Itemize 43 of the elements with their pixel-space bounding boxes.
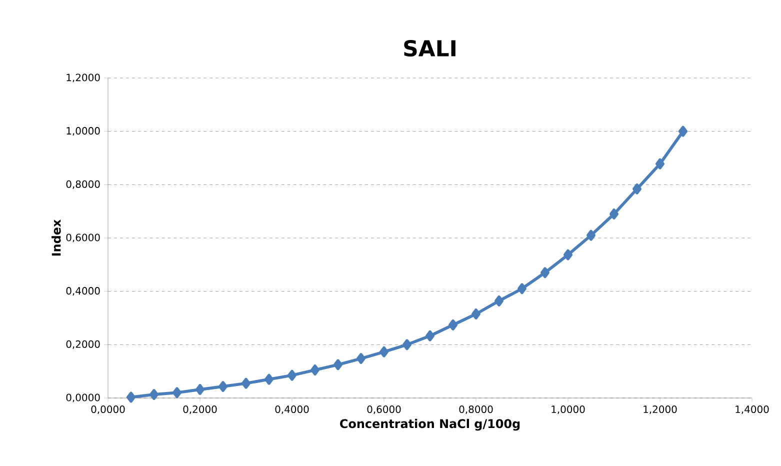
point xyxy=(356,353,366,364)
point xyxy=(540,267,550,278)
point xyxy=(172,387,182,398)
y-tick-label: 1,0000 xyxy=(66,127,100,136)
point xyxy=(334,359,342,370)
point xyxy=(586,230,596,241)
y-tick-label: 0,4000 xyxy=(66,287,100,296)
point xyxy=(518,283,526,294)
y-tick-label: 0,2000 xyxy=(66,340,100,349)
point xyxy=(196,384,204,395)
point xyxy=(264,374,274,385)
x-tick-label: 0,4000 xyxy=(275,405,309,414)
point xyxy=(656,158,664,170)
point xyxy=(288,370,296,381)
point xyxy=(678,126,688,137)
point xyxy=(310,364,320,376)
x-tick-label: 0,6000 xyxy=(367,405,401,414)
x-tick-label: 1,0000 xyxy=(552,405,585,414)
point xyxy=(472,308,480,320)
x-axis-title: Concentration NaCl g/100g xyxy=(340,418,520,431)
y-tick-label: 0,8000 xyxy=(66,180,100,189)
y-tick-label: 0,0000 xyxy=(66,394,100,402)
x-tick-label: 1,2000 xyxy=(644,405,677,414)
x-tick-label: 0,2000 xyxy=(183,405,217,414)
y-axis-title: Index xyxy=(52,220,61,256)
point xyxy=(150,389,158,400)
y-tick-label: 1,2000 xyxy=(66,74,100,82)
point xyxy=(448,319,458,330)
point xyxy=(564,249,572,260)
point xyxy=(632,183,642,194)
x-tick-label: 0,0000 xyxy=(91,405,125,414)
point xyxy=(610,208,618,220)
x-tick-label: 0,8000 xyxy=(459,405,493,414)
point xyxy=(218,381,228,392)
chart-title: SALI xyxy=(404,40,456,57)
point xyxy=(494,295,504,306)
y-tick-label: 0,6000 xyxy=(66,234,100,242)
x-tick-label: 1,4000 xyxy=(736,405,769,414)
point xyxy=(402,339,412,350)
point xyxy=(126,392,136,403)
point xyxy=(380,346,388,358)
point xyxy=(426,330,434,342)
point xyxy=(242,378,250,389)
